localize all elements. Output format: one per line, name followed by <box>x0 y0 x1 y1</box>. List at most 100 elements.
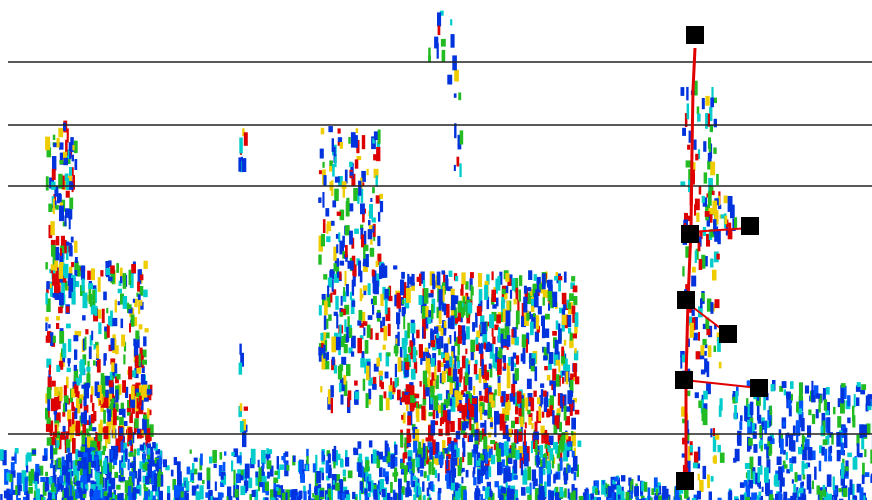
echo-speck <box>682 128 686 136</box>
echo-speck <box>488 466 491 477</box>
echo-speck <box>427 317 431 324</box>
echo-speck <box>73 335 78 341</box>
echo-speck <box>191 473 194 480</box>
echo-speck <box>104 491 108 496</box>
echo-speck <box>357 338 362 353</box>
echo-speck <box>547 375 551 381</box>
echo-speck <box>423 443 426 459</box>
echo-speck <box>419 274 421 286</box>
echo-speck <box>503 422 506 435</box>
echo-speck <box>714 346 717 352</box>
echo-speck <box>341 357 346 365</box>
echo-speck <box>498 327 500 342</box>
echo-speck <box>351 132 356 147</box>
echo-speck <box>456 377 459 391</box>
echo-speck <box>237 455 242 463</box>
echo-speck <box>54 387 59 396</box>
echo-speck <box>381 382 384 389</box>
echo-speck <box>451 34 455 48</box>
echo-speck <box>506 310 511 326</box>
echo-speck <box>245 464 250 479</box>
echo-speck <box>212 450 217 463</box>
echo-speck <box>365 460 369 471</box>
echo-speck <box>131 315 135 327</box>
echo-speck <box>462 331 466 345</box>
echo-speck <box>510 489 514 500</box>
echo-speck <box>533 391 536 397</box>
echo-speck <box>327 221 331 231</box>
echo-speck <box>515 406 518 414</box>
echo-speck <box>824 449 827 462</box>
echo-speck <box>602 480 604 484</box>
echo-speck <box>774 475 776 485</box>
echo-speck <box>129 471 132 476</box>
echo-speck <box>345 271 347 286</box>
echo-speck <box>348 390 352 400</box>
echo-speck <box>98 309 101 318</box>
echo-speck <box>319 305 322 315</box>
echo-speck <box>465 403 467 416</box>
echo-speck <box>552 369 556 381</box>
echo-speck <box>51 264 55 270</box>
echo-speck <box>570 492 573 500</box>
echo-speck <box>514 429 517 443</box>
echo-speck <box>328 126 333 132</box>
echo-speck <box>329 166 332 172</box>
echo-speck <box>79 399 81 404</box>
echo-speck <box>407 429 411 445</box>
echo-speck <box>56 316 60 320</box>
echo-speck <box>575 376 579 384</box>
page: Echogram {} html, body { margin: 0; padd… <box>0 0 872 500</box>
echo-speck <box>411 285 415 291</box>
echo-speck <box>828 456 832 461</box>
echo-speck <box>58 193 61 200</box>
echo-speck <box>564 406 567 421</box>
echo-speck <box>865 472 870 477</box>
echo-speck <box>569 293 574 301</box>
echo-speck <box>331 337 336 353</box>
echo-speck <box>337 272 339 278</box>
echo-speck <box>682 438 685 445</box>
echo-speck <box>489 364 492 370</box>
echo-speck <box>439 311 442 325</box>
echo-speck <box>26 466 28 473</box>
echo-speck <box>427 488 430 497</box>
echo-speck <box>507 488 510 500</box>
echo-speck <box>51 398 56 411</box>
echo-speck <box>48 324 50 328</box>
echo-speck <box>376 195 380 203</box>
echo-speck <box>567 465 570 473</box>
echo-speck <box>143 454 145 463</box>
echo-speck <box>11 457 15 461</box>
echo-speck <box>325 208 329 216</box>
echo-speck <box>450 399 452 407</box>
echo-speck <box>516 288 519 301</box>
echo-speck <box>224 451 226 455</box>
echo-speck <box>481 468 486 475</box>
echo-speck <box>524 286 527 294</box>
echo-speck <box>790 496 793 500</box>
echo-speck <box>856 397 859 406</box>
echo-speck <box>401 272 405 279</box>
echo-speck <box>364 231 366 244</box>
echo-speck <box>135 331 139 340</box>
echo-speck <box>360 358 365 367</box>
echo-speck <box>866 396 871 406</box>
echo-speck <box>737 435 741 443</box>
echo-speck <box>477 306 482 316</box>
echo-speck <box>267 449 272 454</box>
echo-speck <box>129 270 132 285</box>
echo-speck <box>573 296 577 305</box>
echo-speck <box>59 142 64 149</box>
echo-speck <box>258 460 260 468</box>
echo-speck <box>816 409 819 418</box>
echo-speck <box>466 326 470 339</box>
echo-speck <box>539 468 543 484</box>
echo-speck <box>497 276 500 291</box>
echo-speck <box>71 237 74 243</box>
echo-speck <box>320 386 322 392</box>
echo-speck <box>343 287 345 296</box>
echo-speck <box>129 427 133 439</box>
echo-speck <box>406 384 411 392</box>
echo-speck <box>442 50 446 62</box>
